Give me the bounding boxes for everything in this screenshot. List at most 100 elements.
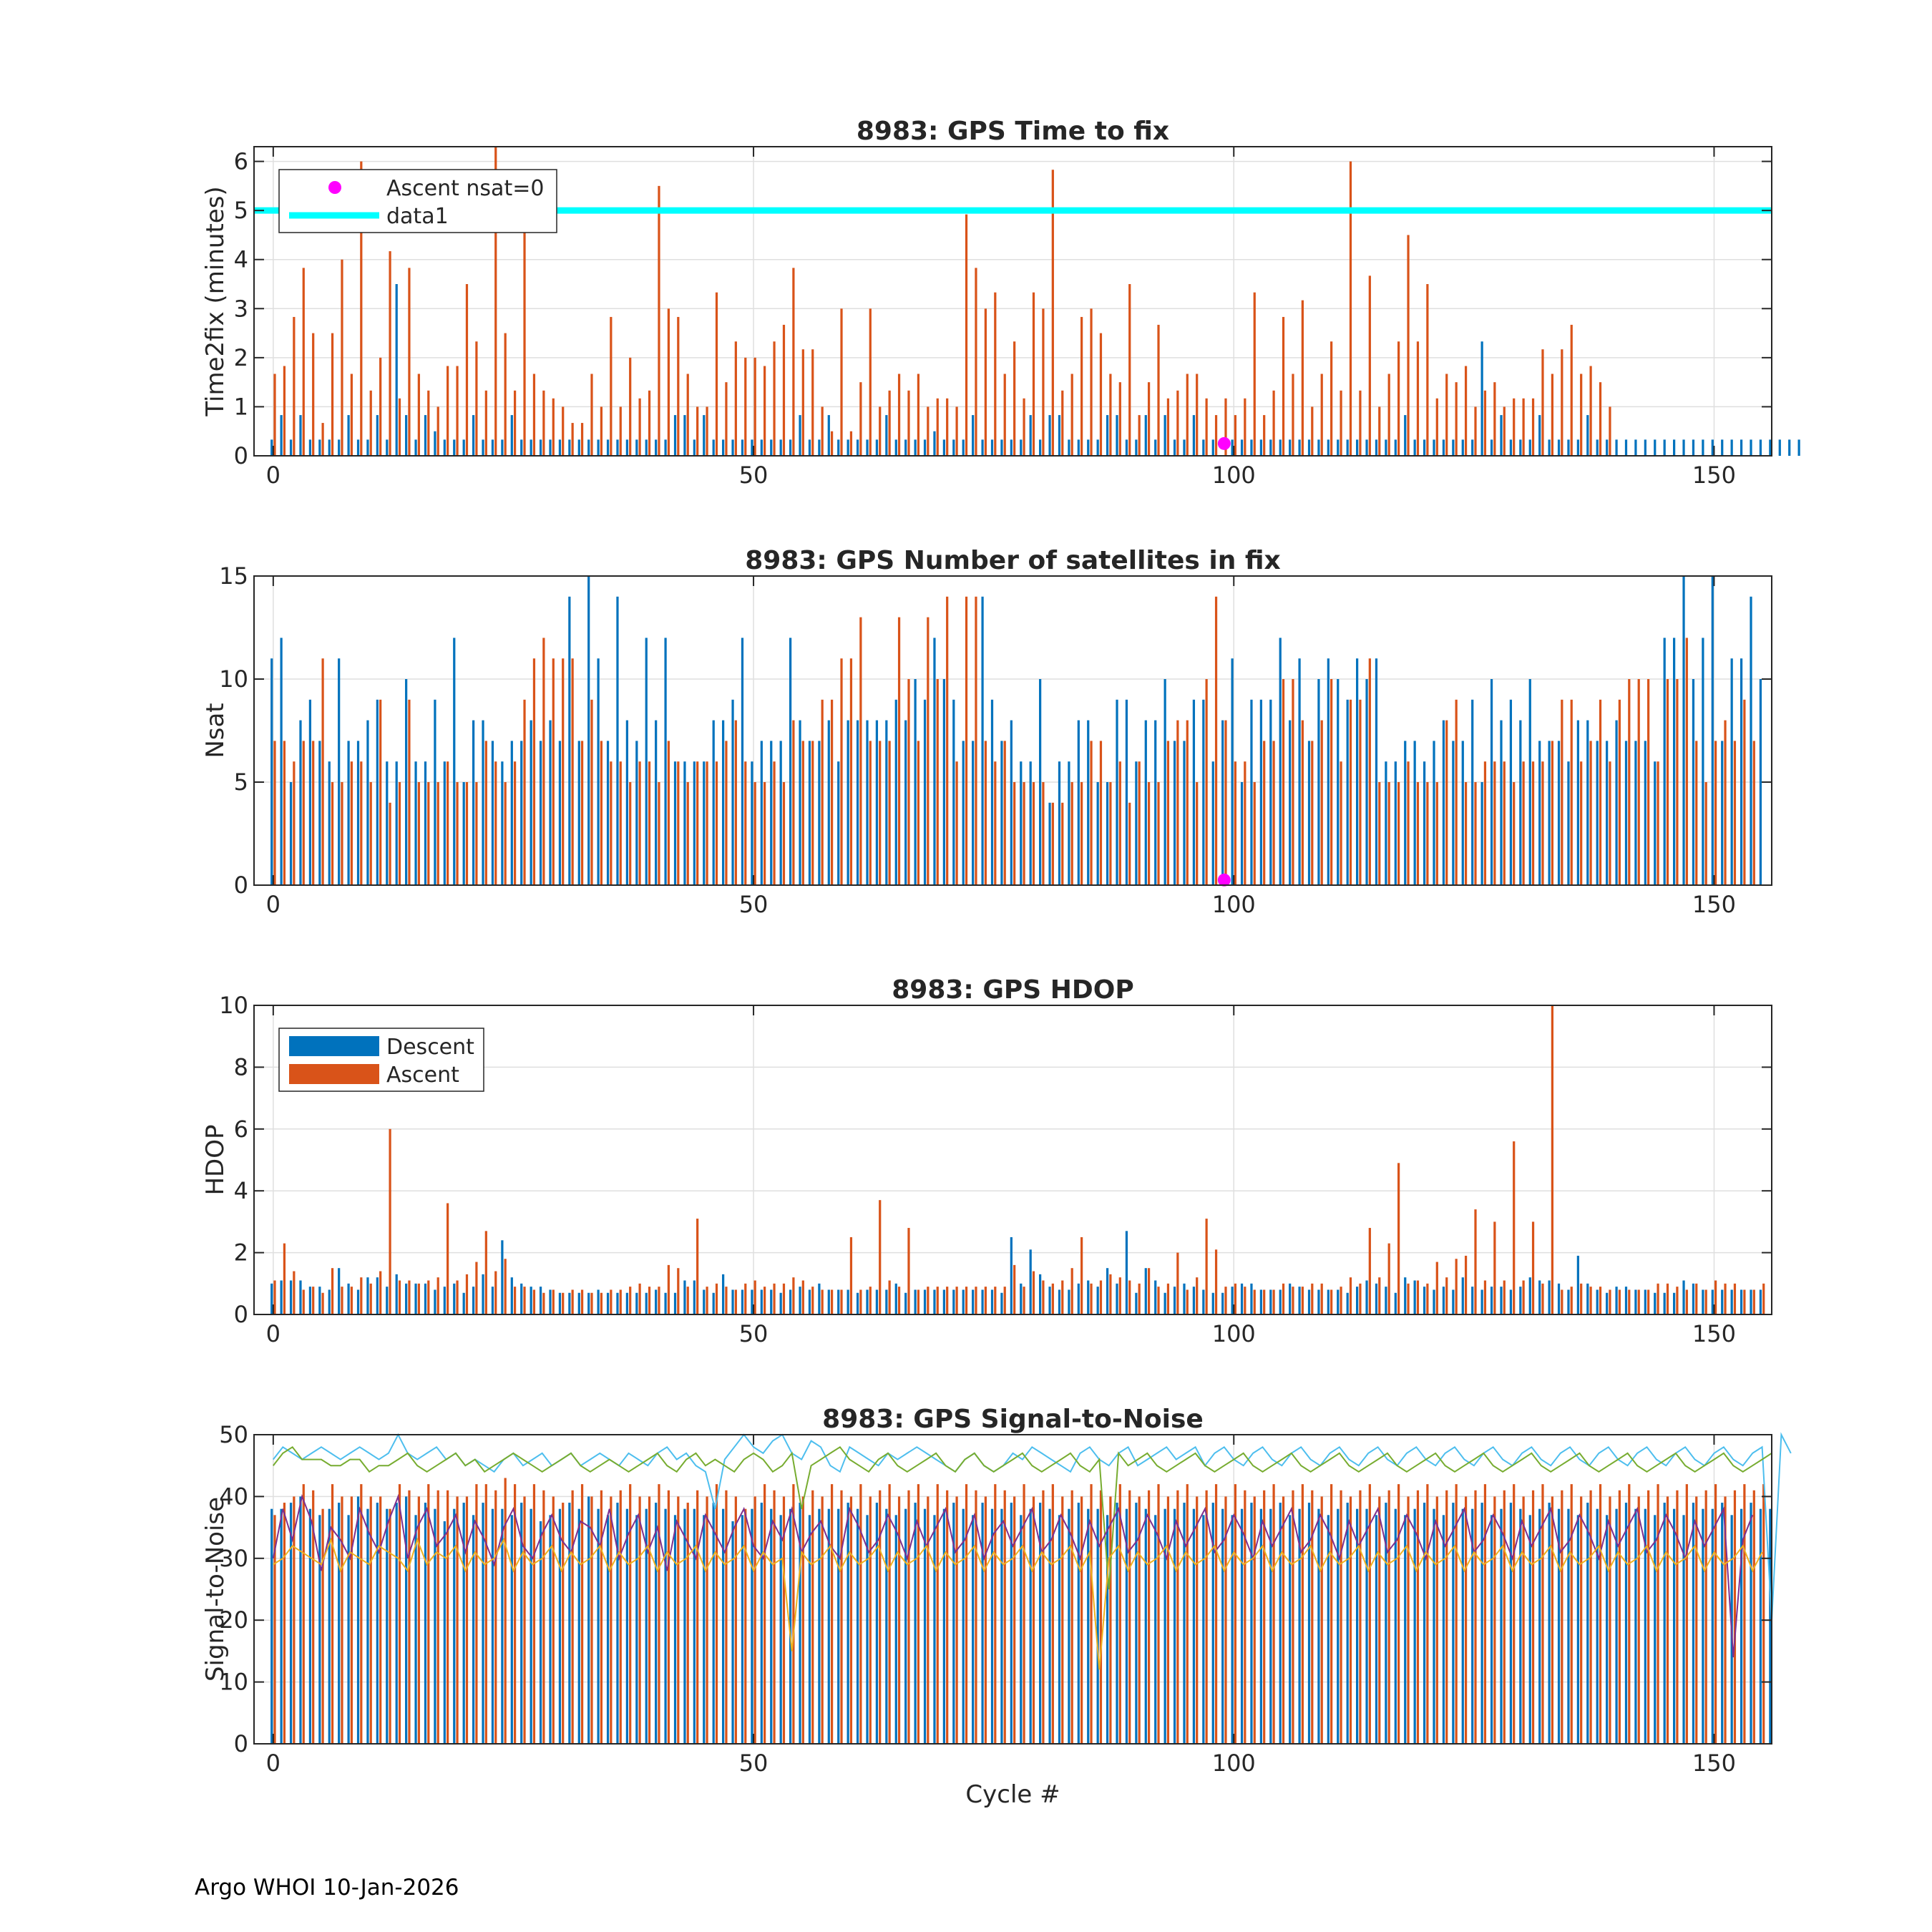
bar-descent — [1663, 638, 1666, 885]
bar-ascent — [897, 617, 901, 885]
bar-descent — [1519, 1287, 1522, 1314]
bar-ascent — [532, 374, 536, 456]
bar-descent — [799, 1503, 801, 1744]
bar-ascent — [1186, 720, 1189, 885]
bar-ascent — [465, 284, 469, 456]
bar-ascent — [456, 366, 459, 456]
bar-descent — [789, 1508, 792, 1744]
bar-ascent — [590, 374, 593, 456]
bar-ascent — [801, 1280, 804, 1314]
bar-ascent — [331, 782, 334, 885]
bar-descent — [1692, 1283, 1695, 1314]
bar-ascent — [504, 782, 507, 885]
bar-ascent — [897, 374, 901, 456]
bar-ascent — [475, 341, 478, 456]
bar-descent — [1058, 415, 1061, 456]
bar-descent — [539, 741, 542, 885]
bar-ascent — [1435, 1262, 1438, 1314]
bar-ascent — [782, 1496, 786, 1744]
bar-ascent — [792, 720, 795, 885]
bar-ascent — [1061, 1496, 1064, 1744]
bar-descent — [1154, 439, 1157, 456]
bar-descent — [414, 1283, 417, 1314]
bar-descent — [1548, 1280, 1551, 1314]
bar-ascent — [946, 1287, 949, 1314]
bar-ascent — [1311, 1490, 1314, 1744]
bar-ascent — [1138, 761, 1141, 885]
bar-descent — [914, 679, 917, 885]
bar-descent — [568, 1292, 571, 1314]
bar-ascent — [1272, 1484, 1275, 1744]
bar-ascent — [811, 741, 814, 885]
bar-ascent — [1176, 1490, 1179, 1744]
panel-time2fix: 0 50 100 150 0 1 2 3 4 5 6 8983: GPS Time to fix Tim… — [201, 117, 1800, 489]
bar-descent — [673, 415, 677, 456]
bar-descent — [664, 1508, 667, 1744]
bar-ascent — [1272, 390, 1275, 456]
bar-ascent — [801, 349, 804, 456]
bar-descent — [424, 415, 427, 456]
bar-ascent — [1330, 341, 1333, 456]
bar-ascent — [715, 761, 718, 885]
bar-descent — [414, 1515, 417, 1744]
bar-descent — [1490, 1515, 1493, 1744]
bar-ascent — [1224, 1287, 1227, 1314]
bar-ascent — [1157, 1484, 1160, 1744]
bar-descent — [1404, 415, 1407, 456]
bar-descent — [1673, 1508, 1676, 1744]
bar-ascent — [1051, 1283, 1054, 1314]
bar-ascent — [629, 1287, 632, 1314]
bar-ascent — [1186, 1484, 1189, 1744]
bar-descent — [530, 720, 532, 885]
bar-descent — [1106, 1515, 1109, 1744]
bar-ascent — [571, 1490, 574, 1744]
bar-descent — [1144, 720, 1147, 885]
bar-descent — [1500, 415, 1503, 456]
bar-descent — [606, 1515, 610, 1744]
ascent-nsat-zero-marker — [1217, 873, 1231, 887]
bar-descent — [703, 761, 706, 885]
bar-ascent — [1330, 1484, 1333, 1744]
bar-descent — [1010, 1237, 1013, 1314]
bar-ascent — [600, 1292, 603, 1314]
bar-descent — [1586, 1283, 1589, 1314]
bar-descent — [1192, 415, 1196, 456]
bar-descent — [933, 1289, 936, 1314]
bar-descent — [1039, 439, 1042, 456]
bar-descent — [1125, 1508, 1128, 1744]
bar-ascent — [1244, 761, 1246, 885]
bar-descent — [1702, 1508, 1704, 1744]
bar-descent — [1548, 439, 1551, 456]
bar-ascent — [1253, 1496, 1256, 1744]
bar-ascent — [1301, 300, 1304, 456]
bar-ascent — [1531, 398, 1535, 456]
bar-descent — [597, 439, 600, 456]
bar-ascent — [677, 316, 680, 456]
bar-descent — [1020, 1515, 1023, 1744]
bar-ascent — [504, 1259, 507, 1314]
bar-descent — [1394, 439, 1397, 456]
bar-descent — [356, 439, 360, 456]
bar-ascent — [1042, 308, 1045, 456]
bar-descent — [635, 741, 638, 885]
bar-ascent — [1464, 1496, 1468, 1744]
bar-ascent — [1311, 741, 1314, 885]
bar-descent — [1423, 439, 1426, 456]
bar-ascent — [1359, 1283, 1362, 1314]
bar-descent — [1615, 1508, 1618, 1744]
bar-ascent — [879, 1490, 882, 1744]
bar-ascent — [1561, 699, 1563, 885]
bar-descent — [933, 638, 936, 885]
bar-ascent — [1147, 1268, 1151, 1314]
bar-descent — [1356, 1287, 1359, 1314]
bar-ascent — [1196, 1277, 1199, 1314]
y-tick-label: 50 — [219, 1421, 248, 1448]
bar-ascent — [1541, 1484, 1544, 1744]
bar-descent — [1327, 1289, 1330, 1314]
bar-ascent — [629, 782, 632, 885]
bar-descent — [1538, 741, 1541, 885]
bar-ascent — [341, 1287, 343, 1314]
bar-descent — [1750, 596, 1752, 885]
bar-ascent — [648, 1496, 651, 1744]
bar-ascent — [1628, 1289, 1631, 1314]
